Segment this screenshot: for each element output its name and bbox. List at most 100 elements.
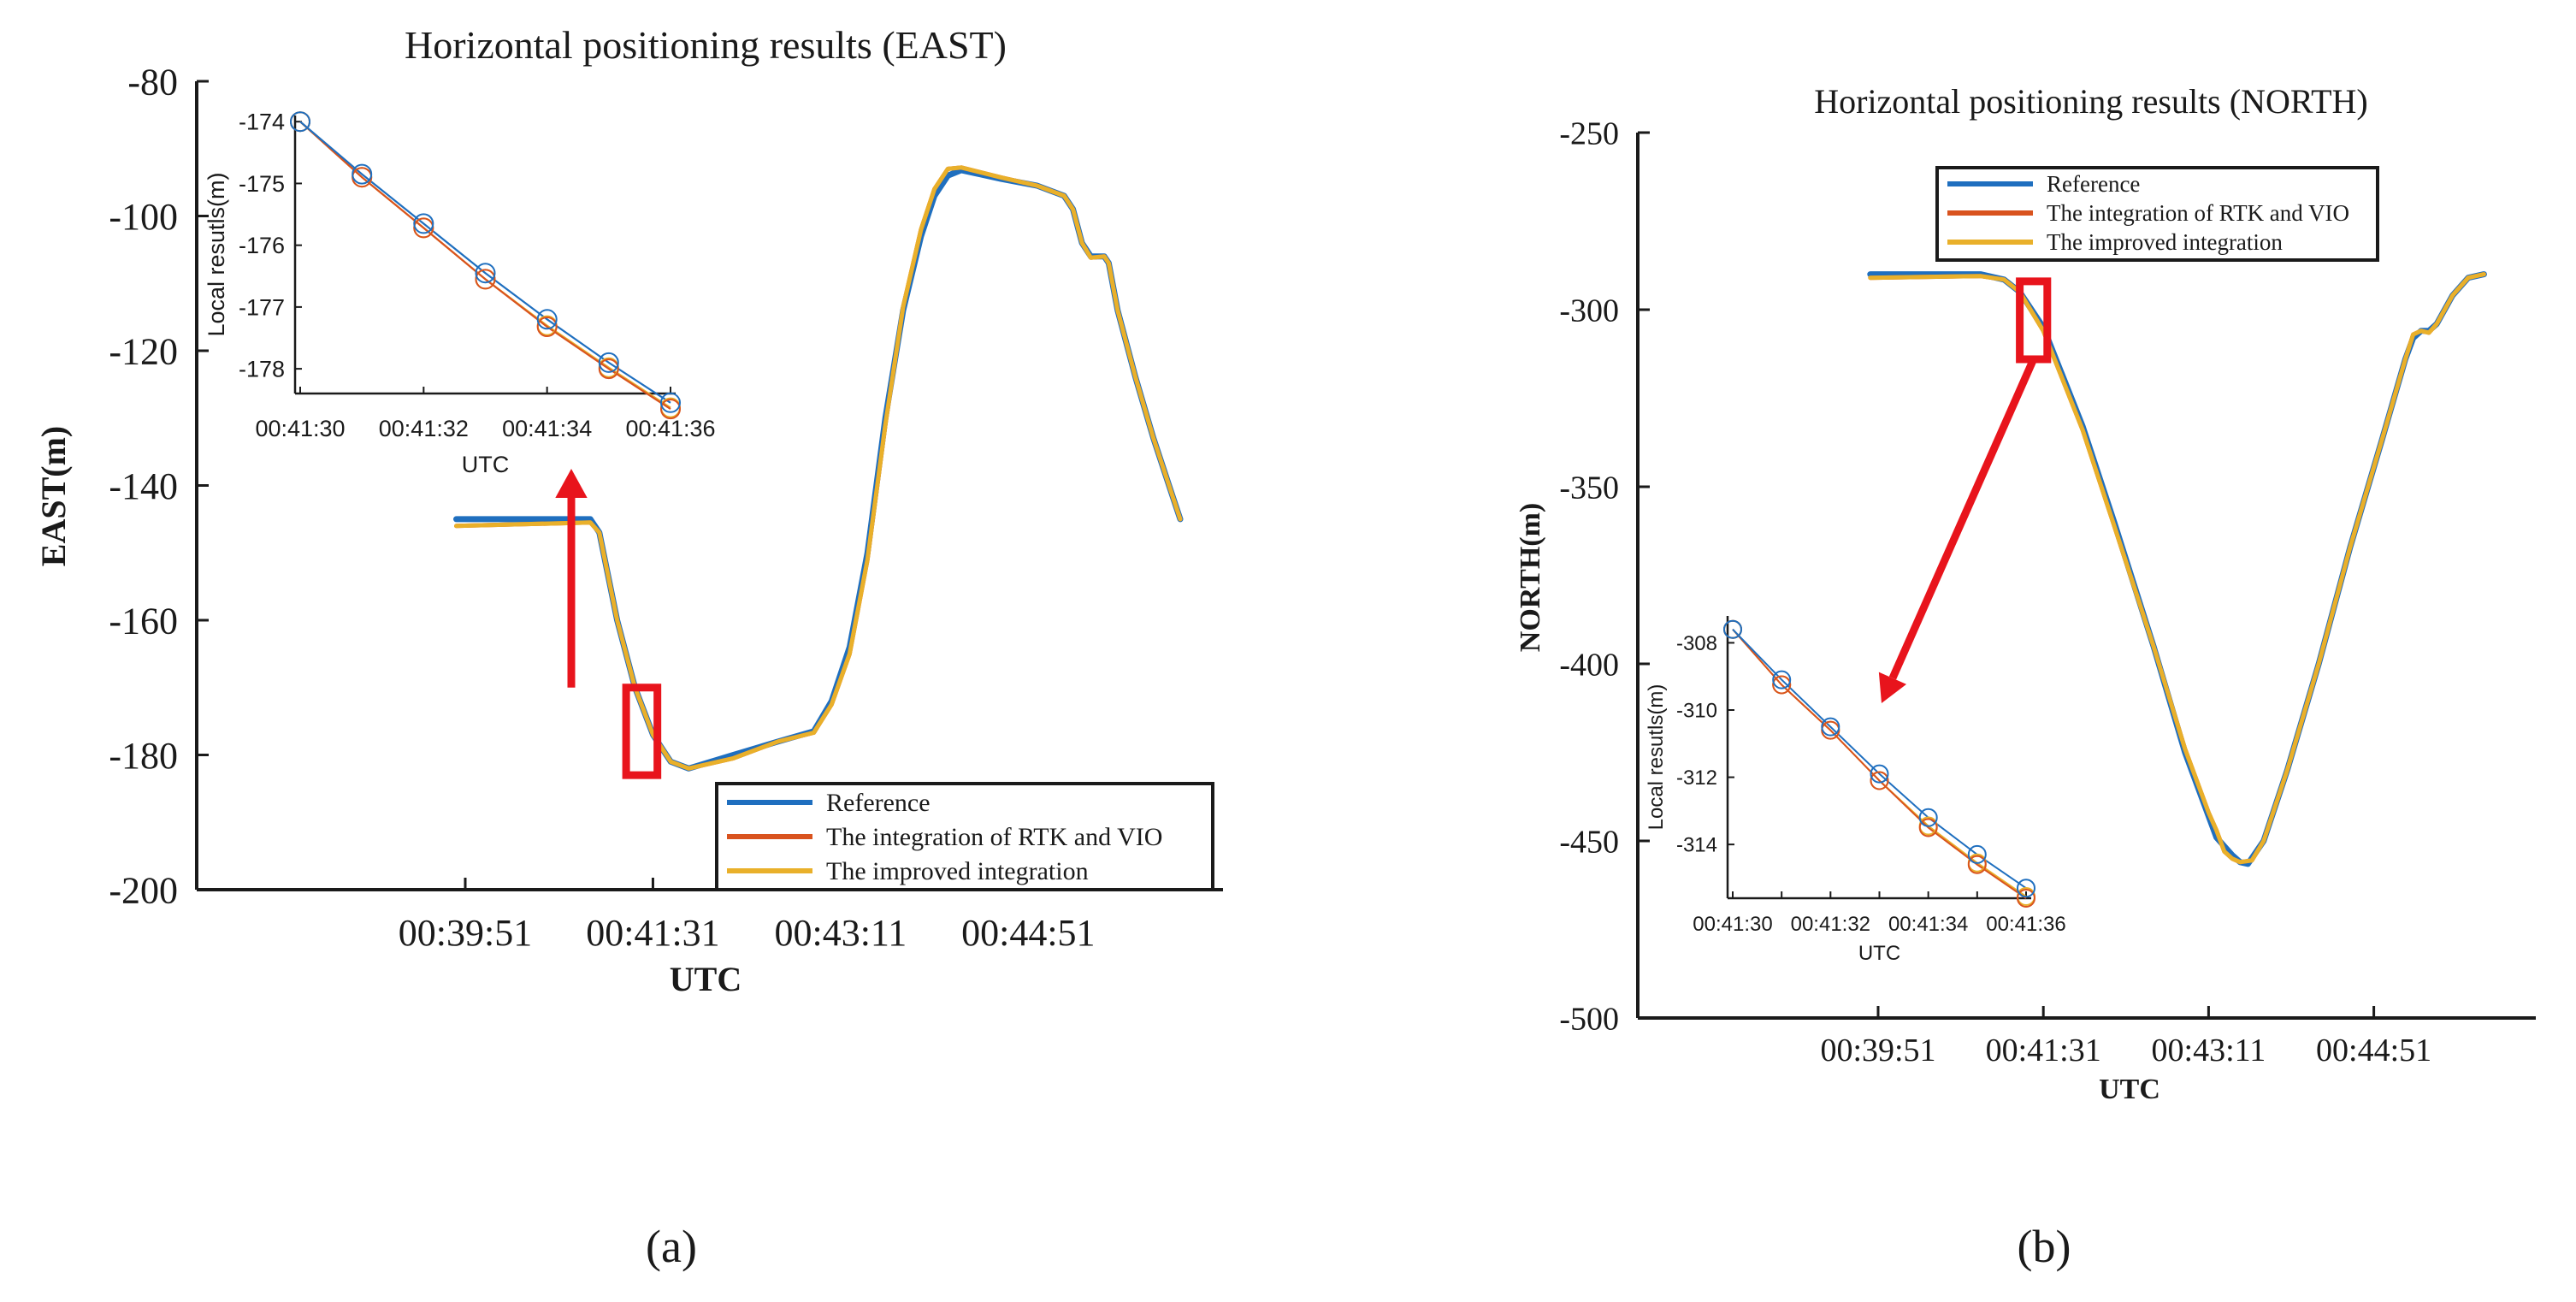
north-legend-label: Reference [2047,171,2140,197]
north-ylabel: NORTH(m) [1515,503,1546,652]
north-ytick-label: -450 [1559,824,1619,860]
north-series-group [1867,271,2487,867]
east-inset-marker-reference [290,111,310,133]
east-ytick-label: -140 [109,465,178,507]
east-inset-marker-reference [536,309,558,330]
east-inset-marker-rtk-vio [413,217,434,239]
east-inset-xlabel: UTC [462,452,510,477]
north-series-improved [1868,272,2486,865]
north-xtick-label: 00:43:11 [2152,1033,2266,1068]
north-panel-label: (b) [2018,1221,2071,1272]
east-inset-xtick-label: 00:41:32 [379,416,469,441]
north-inset-marker-reference [1967,844,1987,864]
north-inset-marker-reference [1772,670,1792,689]
north-highlight-box [2016,277,2052,364]
east-inset-bg [295,115,676,394]
north-inset-marker-rtk-vio [1772,675,1792,695]
east-ytick-label: -200 [109,869,178,911]
north-inset-bg [1728,616,2031,898]
north-inset-xlabel: UTC [1858,942,1900,965]
north-inset-marker-rtk-vio [1870,771,1889,790]
north-xlabel: UTC [2099,1074,2160,1105]
north-inset-marker-rtk-vio [1967,855,1987,874]
north-annotation [1878,277,2052,703]
north-inset-ylabel: Local resutls(m) [1645,684,1668,831]
east-xtick-label: 00:43:11 [774,912,907,954]
east-legend-label: Reference [826,789,931,817]
east-ytick-label: -160 [109,600,178,642]
east-annotation [555,469,662,779]
east-title: Horizontal positioning results (EAST) [405,23,1007,67]
north-arrow-shaft [1888,358,2037,680]
east-inset-marker-rtk-vio [598,358,619,380]
north-ytick-label: -500 [1559,1001,1619,1037]
east-inset-marker-rtk-vio [475,269,496,290]
north-inset-line-rtk-vio [1732,629,2027,899]
east-inset-marker-reference [660,392,681,413]
east-highlight-box [622,684,662,779]
north-inset-marker-reference [1918,808,1938,827]
east-ytick-label: -80 [127,61,178,103]
east-inset-ytick-label: -176 [239,233,285,258]
east-ytick-label: -180 [109,735,178,777]
north-inset-xtick-label: 00:41:30 [1693,913,1772,936]
north-title: Horizontal positioning results (NORTH) [1814,82,2368,121]
east-xlabel: UTC [670,960,741,998]
east-inset-xtick-label: 00:41:30 [255,416,345,441]
north-inset-marker-reference [1723,619,1742,639]
east-legend-label: The improved integration [826,857,1089,885]
north-xtick-label: 00:41:31 [1986,1033,2101,1068]
panel-north: Horizontal positioning results (NORTH) N… [1515,82,2536,1272]
east-xtick-label: 00:39:51 [399,912,532,954]
east-inset-marker-reference [352,163,373,185]
east-inset-ytick-label: -177 [239,294,285,320]
east-legend-label: The integration of RTK and VIO [826,823,1162,851]
north-inset: -308 -310 -312 -314 00:41:30 00:41:32 00:41:34… [1645,616,2066,965]
east-inset-xtick-label: 00:41:36 [625,416,715,441]
east-ylabel: EAST(m) [34,426,73,566]
north-inset-marker-reference [2017,879,2035,898]
north-inset-xtick-label: 00:41:36 [1986,913,2065,936]
east-arrow-head [555,469,588,498]
east-inset-ytick-label: -174 [239,109,285,135]
east-inset-marker-reference [413,213,434,234]
north-inset-xtick-label: 00:41:32 [1791,913,1870,936]
east-inset-marker-rtk-vio [660,399,681,420]
east-inset-xtick-label: 00:41:34 [502,416,592,441]
east-xtick-label: 00:41:31 [586,912,719,954]
north-xtick-label: 00:39:51 [1820,1033,1935,1068]
north-inset-ytick-label: -310 [1676,699,1717,722]
east-inset-line-rtk-vio [299,121,671,411]
north-inset-marker-reference [1870,764,1889,784]
east-inset: -174 -175 -176 -177 -178 00:41:30 00:41:32 00:4… [204,109,716,477]
east-legend: Reference The integration of RTK and VIO T… [715,782,1214,891]
north-ytick-label: -350 [1559,470,1619,506]
north-legend-label: The improved integration [2047,229,2283,255]
east-inset-marker-reference [598,352,619,373]
east-inset-line-reference [299,121,671,404]
north-inset-marker-rtk-vio [1918,818,1938,837]
east-panel-label: (a) [646,1221,697,1272]
north-xtick-label: 00:44:51 [2316,1033,2431,1068]
north-inset-xtick-label: 00:41:34 [1888,913,1968,936]
panel-east: Horizontal positioning results (EAST) EA… [34,23,1223,1272]
north-inset-marker-reference [1821,717,1840,737]
north-axes: -500 -450 -400 -350 -300 -250 00:39:51 00:41:31… [1559,115,2536,1068]
east-ytick-label: -100 [109,196,178,238]
east-inset-ytick-label: -175 [239,171,285,197]
east-ytick-label: -120 [109,330,178,372]
north-inset-ytick-label: -312 [1676,766,1717,790]
north-ytick-label: -300 [1559,293,1619,328]
north-ytick-label: -250 [1559,115,1619,151]
north-ytick-label: -400 [1559,647,1619,683]
north-legend-label: The integration of RTK and VIO [2047,200,2349,226]
east-inset-ytick-label: -178 [239,357,285,382]
east-xtick-label: 00:44:51 [961,912,1095,954]
north-inset-ytick-label: -314 [1676,834,1717,857]
east-inset-marker-reference [475,263,496,284]
north-arrow-head [1878,672,1907,703]
east-axes: -200 -180 -160 -140 -120 -100 -80 00:39:51 00:41… [109,61,1223,954]
east-inset-marker-rtk-vio [536,317,558,337]
north-inset-ytick-label: -308 [1676,632,1717,655]
